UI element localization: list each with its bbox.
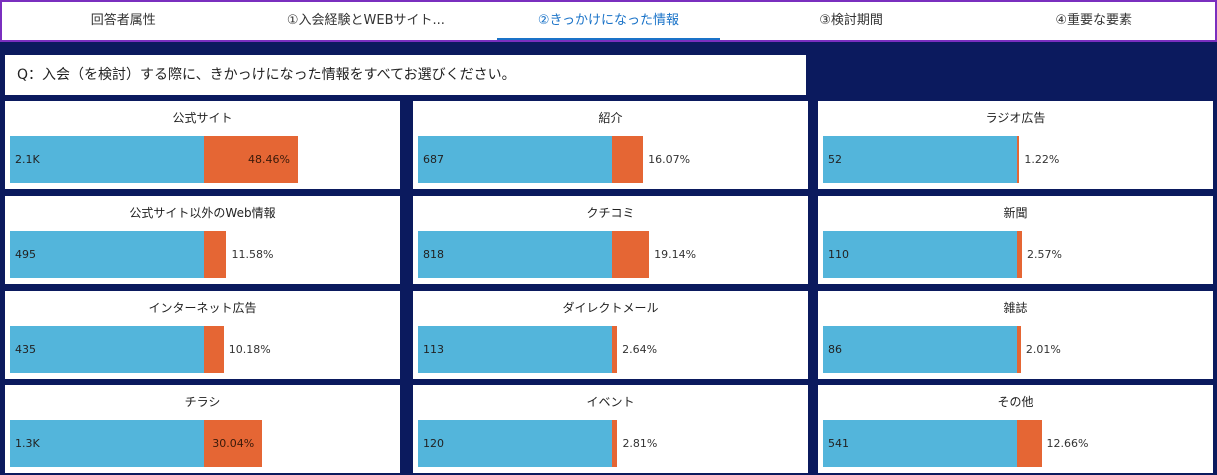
count-label: 110	[828, 248, 849, 261]
panel-title: 新聞	[1003, 206, 1028, 220]
share-bar	[204, 420, 263, 467]
panel: 新聞 110 2.57%	[818, 196, 1213, 284]
count-label: 86	[828, 343, 842, 356]
count-bar	[10, 136, 204, 183]
count-bar	[10, 326, 204, 373]
share-label: 2.81%	[622, 437, 658, 450]
share-bar	[204, 231, 227, 278]
share-label: 16.07%	[648, 153, 691, 166]
count-bar	[418, 326, 612, 373]
share-label: 19.14%	[654, 248, 697, 261]
share-label: 2.57%	[1026, 248, 1062, 261]
panel-title: イベント	[586, 395, 635, 409]
panel: ダイレクトメール 113 2.64%	[413, 291, 808, 379]
count-label: 52	[828, 153, 842, 166]
count-bar	[418, 136, 612, 183]
share-bar	[1017, 326, 1021, 373]
panel-title: 公式サイト	[172, 111, 233, 125]
panel-title: ダイレクトメール	[562, 301, 659, 315]
share-bar	[612, 420, 618, 467]
panel: 公式サイト 2.1K 48.46%	[5, 101, 400, 189]
share-bar	[204, 326, 224, 373]
share-label: 12.66%	[1046, 437, 1089, 450]
count-bar	[10, 420, 204, 467]
count-label: 541	[828, 437, 849, 450]
panel-title: 雑誌	[1003, 301, 1028, 315]
tab[interactable]: ①入会経験とWEBサイト...	[286, 13, 445, 28]
count-label: 113	[423, 343, 444, 356]
count-bar	[418, 420, 612, 467]
panel-title: クチコミ	[586, 206, 635, 220]
share-label: 11.58%	[231, 248, 274, 261]
share-label: 2.64%	[622, 343, 658, 356]
count-label: 1.3K	[15, 437, 40, 450]
count-label: 687	[423, 153, 444, 166]
share-bar	[612, 136, 644, 183]
count-bar	[823, 231, 1017, 278]
share-bar	[1017, 420, 1042, 467]
count-label: 435	[15, 343, 36, 356]
panel-title: その他	[997, 395, 1034, 409]
count-label: 2.1K	[15, 153, 40, 166]
count-bar	[10, 231, 204, 278]
panel: チラシ 1.3K 30.04%	[5, 385, 400, 473]
share-bar	[612, 326, 618, 373]
share-bar	[204, 136, 298, 183]
count-bar	[823, 326, 1017, 373]
tab[interactable]: ②きっかけになった情報	[497, 2, 720, 40]
share-label: 1.22%	[1024, 153, 1060, 166]
panel-title: インターネット広告	[148, 301, 257, 315]
tab-bar: 回答者属性 ①入会経験とWEBサイト... ②きっかけになった情報 ③検討期間 ④重要な…	[0, 0, 1217, 42]
count-bar	[418, 231, 612, 278]
tab[interactable]: ③検討期間	[819, 13, 883, 28]
count-label: 495	[15, 248, 36, 261]
panel-title: 公式サイト以外のWeb情報	[129, 206, 276, 220]
panel-title: 紹介	[598, 111, 623, 125]
share-bar	[1017, 231, 1022, 278]
panel: 紹介 687 16.07%	[413, 101, 808, 189]
tab[interactable]: 回答者属性	[90, 13, 156, 28]
panel: その他 541 12.66%	[818, 385, 1213, 473]
share-bar	[1017, 136, 1020, 183]
count-bar	[823, 136, 1017, 183]
panel: インターネット広告 435 10.18%	[5, 291, 400, 379]
share-label: 10.18%	[228, 343, 271, 356]
count-bar	[823, 420, 1017, 467]
panel: 雑誌 86 2.01%	[818, 291, 1213, 379]
panel: イベント 120 2.81%	[413, 385, 808, 473]
share-bar	[612, 231, 650, 278]
panel-title: ラジオ広告	[985, 111, 1046, 125]
count-label: 818	[423, 248, 444, 261]
share-label: 48.46%	[248, 153, 290, 166]
share-label: 2.01%	[1025, 343, 1061, 356]
panel: クチコミ 818 19.14%	[413, 196, 808, 284]
question: Q：入会（を検討）する際に、きかっけになった情報をすべてお選びください。	[5, 55, 806, 95]
panel-title: チラシ	[184, 395, 221, 409]
count-label: 120	[423, 437, 444, 450]
panel: ラジオ広告 52 1.22%	[818, 101, 1213, 189]
share-label: 30.04%	[212, 437, 255, 450]
panel: 公式サイト以外のWeb情報 495 11.58%	[5, 196, 400, 284]
tab[interactable]: ④重要な要素	[1055, 13, 1133, 28]
